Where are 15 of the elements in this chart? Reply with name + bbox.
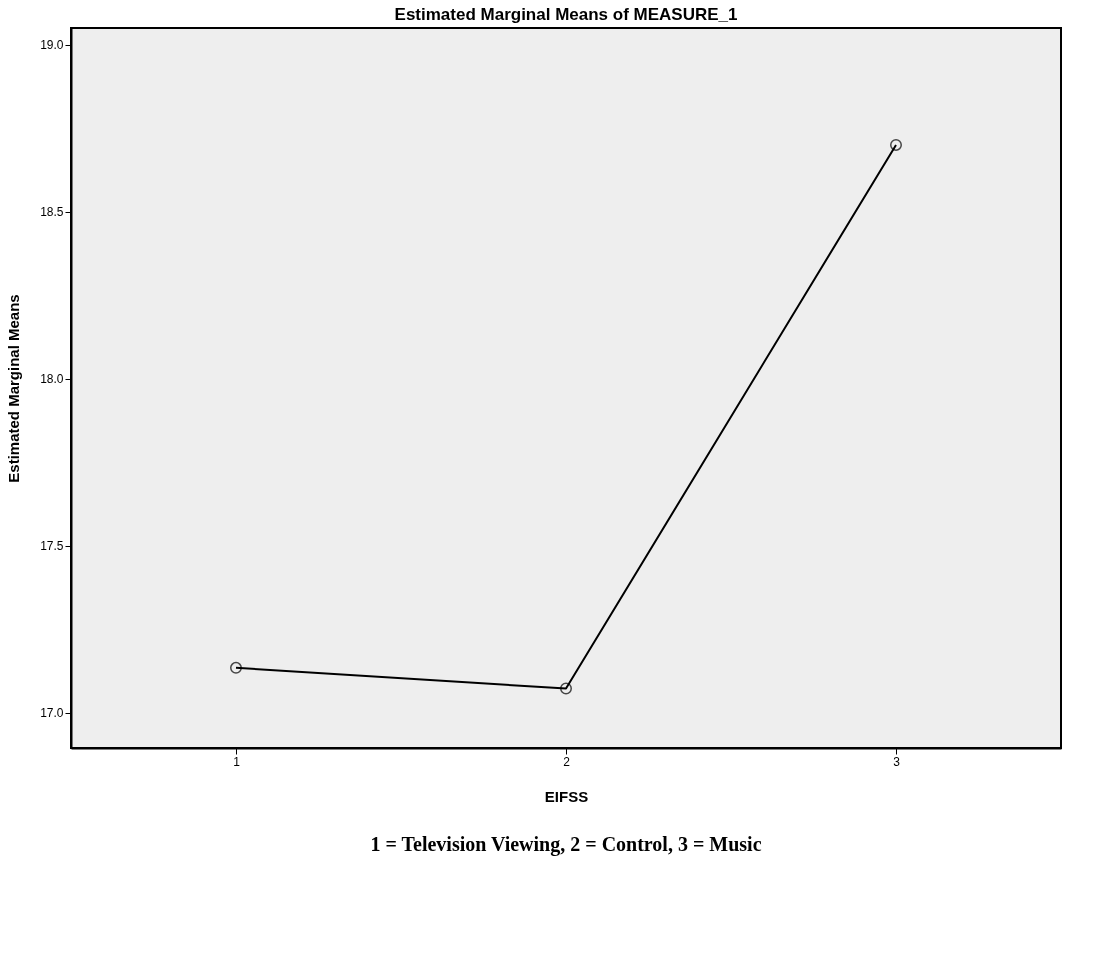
x-tick-label: 3	[893, 754, 901, 769]
x-axis-title: EIFSS	[544, 787, 589, 805]
point	[890, 138, 902, 151]
y-tick-label: 19.0	[40, 38, 64, 53]
point	[560, 682, 572, 695]
y-tick-label: 18.0	[40, 372, 64, 387]
y-axis-title: Estimated Marginal Means	[5, 294, 23, 483]
text: 1 = Television Viewing, 2 = Control, 3 = Music	[370, 833, 762, 856]
y-tick-label: 17.0	[40, 706, 64, 721]
y-tick-label: 17.5	[40, 539, 64, 554]
x-tick-label: 1	[233, 754, 241, 769]
y-tick-label: 18.5	[40, 205, 64, 220]
point	[230, 661, 242, 674]
chart-title: Estimated Marginal Means of MEASURE_1	[394, 5, 738, 24]
x-tick-label: 2	[563, 754, 571, 769]
